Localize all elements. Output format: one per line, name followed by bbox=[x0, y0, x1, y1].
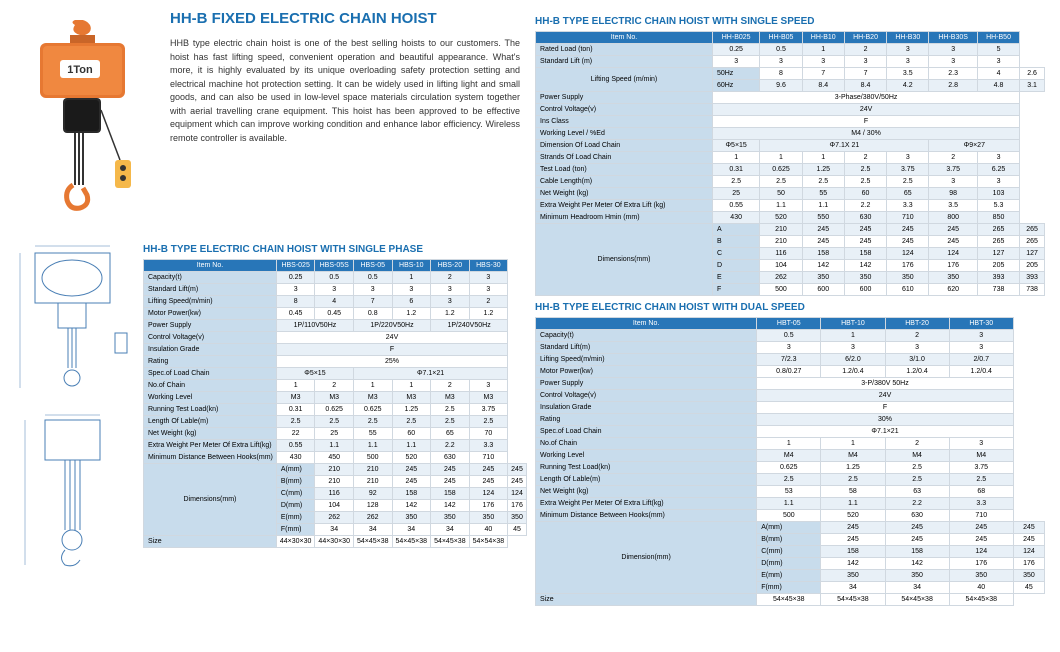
svg-text:1Ton: 1Ton bbox=[67, 64, 93, 76]
dual-speed-table: Item No.HBT-05HBT-10HBT-20HBT-30Capacity… bbox=[535, 317, 1045, 606]
technical-diagrams bbox=[10, 238, 135, 582]
table1-title: HH-B TYPE ELECTRIC CHAIN HOIST WITH SING… bbox=[143, 244, 527, 255]
table3-title: HH-B TYPE ELECTRIC CHAIN HOIST WITH DUAL… bbox=[535, 302, 1045, 313]
main-title: HH-B FIXED ELECTRIC CHAIN HOIST bbox=[170, 10, 520, 27]
single-speed-table: Item No.HH-B025HH-B05HH-B10HH-B20HH-B30H… bbox=[535, 31, 1045, 296]
single-phase-table: Item No.HBS-025HBS-05SHBS-05HBS-10HBS-20… bbox=[143, 259, 527, 548]
table2-title: HH-B TYPE ELECTRIC CHAIN HOIST WITH SING… bbox=[535, 16, 1045, 27]
product-image: 1Ton bbox=[10, 10, 160, 230]
description-text: HHB type electric chain hoist is one of … bbox=[170, 37, 520, 145]
